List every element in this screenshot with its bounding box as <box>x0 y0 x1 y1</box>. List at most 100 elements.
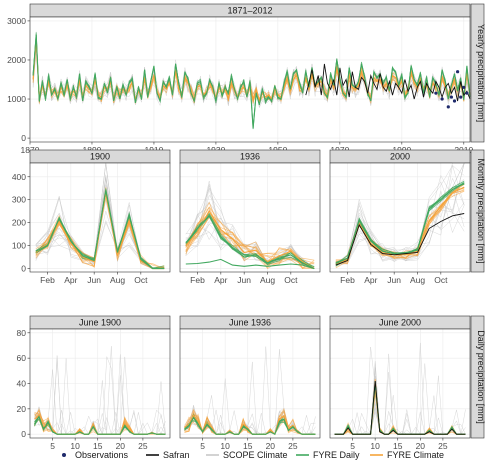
x-tick-label: 25 <box>138 441 148 451</box>
panel-title: June 1936 <box>229 318 271 328</box>
y-tick-label: 1000 <box>7 94 26 104</box>
scope-climate-line <box>185 201 315 269</box>
x-tick-label: 20 <box>266 441 276 451</box>
y-tick-label: 40 <box>17 379 27 389</box>
panel-day-1936: June 1936 5 10 15 20 25 <box>179 315 321 451</box>
legend-item-fyre-daily: FYRE Daily <box>296 450 360 460</box>
x-tick-label: 15 <box>93 441 103 451</box>
y-tick-label: 300 <box>12 195 26 205</box>
x-tick-label: Feb <box>40 275 55 285</box>
fyre-climate-line <box>185 206 315 269</box>
fyre-climate-line <box>184 408 316 435</box>
legend-key-point <box>62 453 66 457</box>
panel-day-1900: June 1900 0 20 40 60 80 5 10 15 20 25 <box>17 315 171 451</box>
y-tick-label: 0 <box>21 264 26 274</box>
side-label-monthly: Monthly precipitation [mm] <box>476 158 486 263</box>
panel-border <box>29 16 471 143</box>
x-tick-label: 15 <box>243 441 253 451</box>
fyre-climate-line <box>185 216 315 265</box>
legend-label: Observations <box>75 450 129 460</box>
x-tick-label: 10 <box>370 441 380 451</box>
y-tick-label: 400 <box>12 172 26 182</box>
panel-border <box>329 328 471 439</box>
panel-border <box>29 162 171 273</box>
series-safran <box>335 213 465 266</box>
y-tick-label: 0 <box>21 429 26 439</box>
panel-title: 1936 <box>240 152 260 162</box>
scope-climate-line <box>335 181 465 265</box>
x-tick-label: Feb <box>190 275 205 285</box>
series-safran <box>305 63 471 102</box>
side-strip <box>470 315 485 439</box>
panel-month-1900: 1900 0 100 200 300 400 Feb Apr Jun Aug Oct <box>12 149 171 285</box>
x-tick-label: Apr <box>364 275 377 285</box>
y-tick-label: 20 <box>17 404 27 414</box>
legend-item-safran: Safran <box>146 450 190 460</box>
x-tick-label: Apr <box>64 275 77 285</box>
panel-border <box>179 162 321 273</box>
y-tick-label: 0 <box>21 133 26 143</box>
x-tick-label: Aug <box>410 275 425 285</box>
x-tick-label: Aug <box>260 275 275 285</box>
panel-yearly: 1871–20120100020003000187018901910193019… <box>7 3 486 155</box>
series-fyre-daily <box>185 214 315 270</box>
x-tick-label: Oct <box>284 275 298 285</box>
side-strip <box>470 149 485 273</box>
y-tick-label: 60 <box>17 353 27 363</box>
series-fyre-daily <box>335 183 465 265</box>
panel-month-1936: 1936 Feb Apr Jun Aug Oct <box>179 149 321 285</box>
legend-item-fyre-climate: FYRE Climate <box>370 450 444 460</box>
series-fyre-daily <box>32 34 471 129</box>
panel-title: 1871–2012 <box>227 6 272 16</box>
panel-border <box>179 328 321 439</box>
y-tick-label: 200 <box>12 218 26 228</box>
y-tick-label: 80 <box>17 328 27 338</box>
scope-climate-line <box>35 202 165 269</box>
series-safran <box>334 380 466 435</box>
y-tick-label: 3000 <box>7 16 26 26</box>
panel-title: 2000 <box>390 152 410 162</box>
x-tick-label: Jun <box>237 275 251 285</box>
x-tick-label: Apr <box>214 275 227 285</box>
observation-point <box>462 85 466 89</box>
panel-border <box>329 162 471 273</box>
series-fyre-daily <box>184 416 316 435</box>
x-tick-label: 20 <box>416 441 426 451</box>
side-strip <box>470 3 485 143</box>
x-tick-label: Feb <box>340 275 355 285</box>
observation-point <box>434 91 438 95</box>
series-fyre-daily-lower <box>185 258 315 270</box>
observation-point <box>456 70 460 74</box>
x-tick-label: 5 <box>200 441 205 451</box>
x-tick-label: Jun <box>387 275 401 285</box>
x-tick-label: 15 <box>393 441 403 451</box>
panel-title: June 1900 <box>79 318 121 328</box>
legend-label: Safran <box>163 450 190 460</box>
legend-label: SCOPE Climate <box>223 450 288 460</box>
panel-title: June 2000 <box>379 318 421 328</box>
x-tick-label: Oct <box>134 275 148 285</box>
series-fyre-climate <box>185 210 315 270</box>
legend-item-observations: Observations <box>62 450 129 460</box>
panel-day-2000: June 2000 5 10 15 20 25 Daily precipitation [m… <box>329 315 486 451</box>
legend: Observations Safran SCOPE Climate FYRE Dail… <box>62 450 444 460</box>
side-label-yearly: Yearly precipitation [mm] <box>476 24 486 122</box>
observation-point <box>452 99 457 103</box>
legend-item-scope-climate: SCOPE Climate <box>206 450 288 460</box>
observation-point <box>446 105 450 109</box>
x-tick-label: Oct <box>434 275 448 285</box>
observation-point <box>459 95 463 99</box>
x-tick-label: 5 <box>50 441 55 451</box>
x-tick-label: 10 <box>70 441 80 451</box>
panel-month-2000: 2000 Feb Apr Jun Aug Oct Monthly precipitation… <box>329 149 486 285</box>
observation-point <box>440 97 444 101</box>
panel-title: 1900 <box>90 152 110 162</box>
panels: 1871–20120100020003000187018901910193019… <box>7 3 486 451</box>
observation-point <box>449 95 454 99</box>
fyre-daily-line <box>185 212 315 269</box>
y-tick-label: 2000 <box>7 55 26 65</box>
x-tick-label: Jun <box>87 275 101 285</box>
side-label-daily: Daily precipitation [mm] <box>476 330 486 424</box>
series-fyre-daily <box>35 190 165 270</box>
